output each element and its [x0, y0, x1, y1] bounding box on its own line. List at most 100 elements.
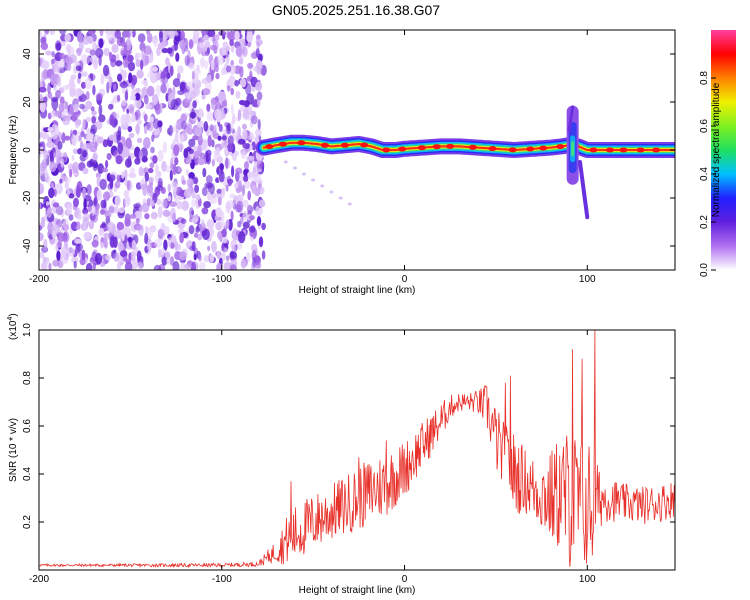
heatmap-noise-blob	[103, 237, 108, 248]
heatmap-noise-blob	[214, 64, 219, 73]
heatmap-noise-blob	[92, 262, 97, 270]
y-tick-label: 40	[22, 48, 33, 60]
heatmap-noise-blob	[153, 118, 160, 129]
snr-y-scale-exponent: 4	[7, 317, 14, 321]
heatmap-noise-blob	[257, 119, 261, 131]
heatmap-noise-blob	[102, 139, 109, 148]
heatmap-noise-blob	[243, 180, 251, 189]
y-tick-label: 0.2	[22, 515, 33, 529]
heatmap-noise-blob	[83, 198, 87, 211]
heatmap-noise-blob	[184, 55, 190, 67]
heatmap-noise-blob	[74, 238, 82, 244]
heatmap-noise-blob	[200, 57, 205, 68]
heatmap-noise-blob	[147, 167, 154, 174]
heatmap-noise-blob	[184, 96, 193, 104]
heatmap-noise-blob	[196, 120, 204, 128]
heatmap-noise-blob	[146, 242, 152, 251]
heatmap-noise-blob	[218, 124, 223, 132]
heatmap-noise-blob	[238, 138, 246, 145]
heatmap-noise-blob	[64, 33, 71, 43]
heatmap-noise-blob	[193, 232, 199, 238]
signal-track-peak	[382, 147, 391, 153]
heatmap-noise-blob	[106, 153, 112, 160]
heatmap-noise-blob	[155, 164, 159, 176]
heatmap-noise-blob	[146, 184, 153, 194]
heatmap-noise-blob	[155, 84, 161, 97]
heatmap-noise-blob	[247, 62, 254, 69]
heatmap-noise-blob	[55, 89, 61, 99]
heatmap-noise-blob	[147, 72, 152, 78]
heatmap-noise-blob	[188, 225, 195, 235]
heatmap-noise-blob	[170, 99, 179, 111]
heatmap-noise-blob	[117, 142, 123, 155]
snr-y-scale-base: (x10	[8, 320, 19, 340]
heatmap-noise-blob	[176, 201, 183, 210]
heatmap-noise-blob	[103, 47, 110, 57]
colorbar-tick-label: 0.0	[699, 263, 710, 277]
heatmap-noise-blob	[119, 64, 123, 75]
signal-track-peak	[398, 146, 407, 152]
heatmap-noise-blob	[258, 199, 266, 208]
heatmap-noise-blob	[71, 256, 79, 264]
heatmap-noise-blob	[68, 214, 74, 221]
heatmap-noise-blob	[245, 83, 252, 96]
heatmap-faint-dot	[329, 190, 334, 194]
heatmap-noise-blob	[48, 187, 55, 199]
heatmap-faint-dot	[283, 160, 288, 164]
heatmap-noise-blob	[126, 36, 131, 46]
heatmap-noise-blob	[124, 217, 131, 227]
heatmap-noise-blob	[116, 222, 125, 231]
heatmap-noise-blob	[153, 127, 160, 136]
heatmap-noise-blob	[195, 194, 201, 201]
heatmap-noise-blob	[39, 101, 46, 113]
heatmap-noise-blob	[99, 178, 107, 190]
heatmap-noise-blob	[66, 203, 73, 215]
heatmap-noise-blob	[132, 261, 139, 268]
heatmap-noise-blob	[193, 68, 201, 76]
heatmap-noise-blob	[170, 242, 175, 250]
heatmap-noise-blob	[40, 42, 48, 51]
heatmap-noise-blob	[39, 252, 45, 259]
heatmap-noise-blob	[256, 91, 263, 101]
heatmap-noise-blob	[225, 53, 230, 65]
heatmap-noise-blob	[140, 59, 144, 70]
heatmap-noise-blob	[100, 209, 106, 215]
heatmap-noise-blob	[115, 155, 123, 165]
heatmap-noise-blob	[183, 148, 189, 159]
heatmap-noise-blob	[205, 156, 210, 163]
heatmap-noise-blob	[93, 198, 97, 206]
heatmap-noise-blob	[216, 188, 222, 194]
heatmap-noise-blob	[83, 231, 91, 240]
heatmap-noise-blob	[254, 128, 262, 138]
heatmap-noise-blob	[217, 196, 222, 206]
heatmap-noise-blob	[113, 83, 117, 91]
heatmap-noise-blob	[172, 163, 177, 176]
heatmap-noise-blob	[242, 199, 249, 208]
heatmap-noise-blob	[51, 230, 57, 239]
heatmap-noise-blob	[45, 30, 50, 35]
heatmap-noise-blob	[73, 197, 79, 208]
y-tick-label: 0.8	[22, 371, 33, 385]
heatmap-noise-blob	[169, 169, 173, 181]
heatmap-noise-blob	[85, 263, 93, 270]
heatmap-noise-blob	[238, 58, 244, 65]
spike-tail	[567, 105, 575, 133]
heatmap-noise-blob	[39, 232, 44, 242]
heatmap-noise-blob	[251, 243, 258, 253]
colorbar: 0.0 0.2 0.4 0.6 0.8 Normalized spectral ampl…	[699, 30, 736, 277]
heatmap-noise-blob	[211, 139, 215, 148]
heatmap-noise-blob	[231, 244, 237, 254]
heatmap-noise-blob	[196, 233, 203, 241]
heatmap-noise-blob	[73, 260, 77, 269]
heatmap-noise-blob	[130, 250, 136, 262]
heatmap-noise-blob	[179, 232, 185, 244]
heatmap-noise-blob	[153, 37, 158, 48]
heatmap-noise-blob	[228, 75, 236, 87]
heatmap-noise-blob	[137, 33, 146, 43]
heatmap-noise-blob	[227, 143, 234, 153]
heatmap-noise-blob	[79, 103, 86, 109]
heatmap-noise-blob	[175, 52, 180, 62]
heatmap-noise-blob	[39, 86, 47, 93]
signal-track-peak	[488, 146, 497, 152]
heatmap-noise-blob	[239, 78, 247, 88]
